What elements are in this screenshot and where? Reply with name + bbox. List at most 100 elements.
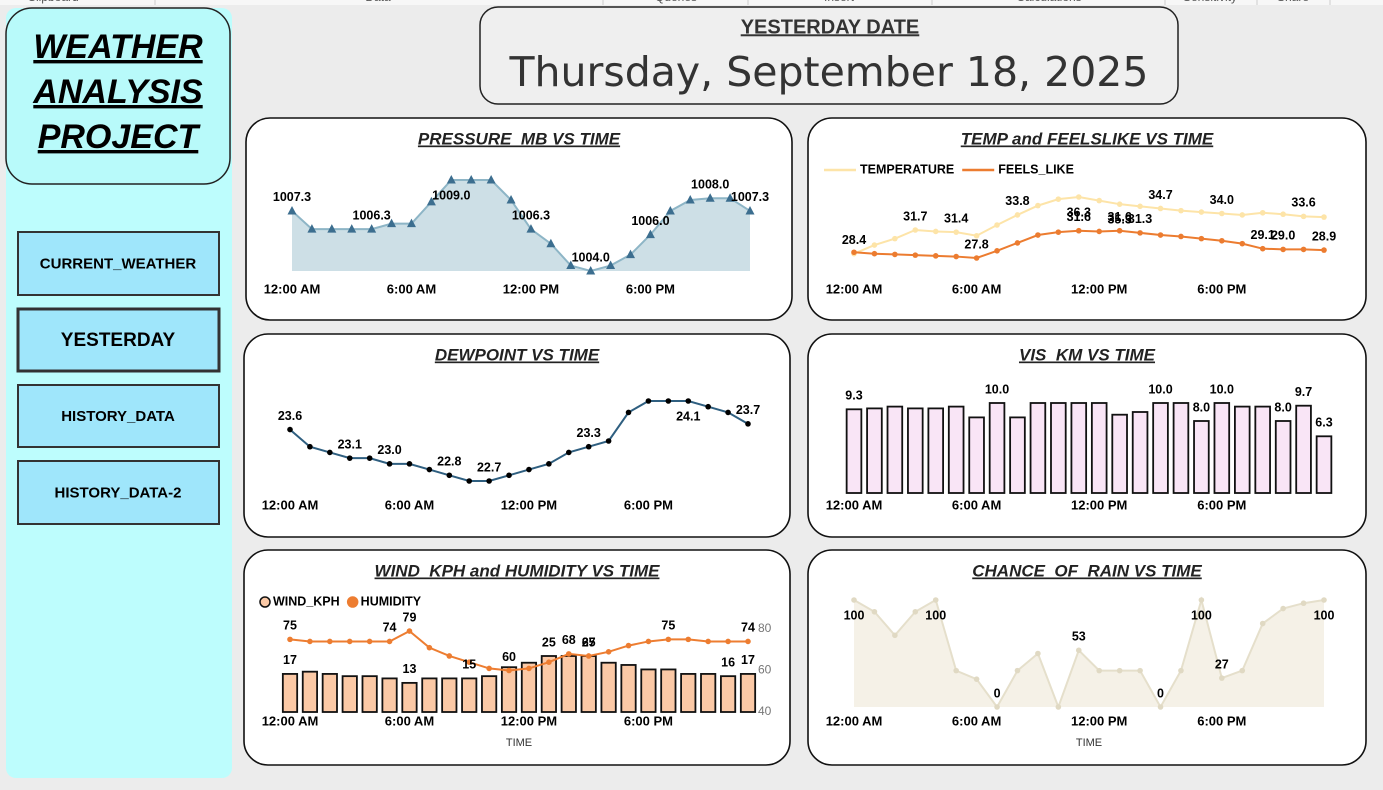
data-marker bbox=[1116, 201, 1123, 207]
data-marker bbox=[506, 472, 512, 479]
data-marker bbox=[1280, 211, 1286, 218]
nav-button[interactable] bbox=[17, 460, 220, 525]
data-marker bbox=[506, 195, 516, 204]
data-marker bbox=[1137, 203, 1143, 210]
bar bbox=[540, 655, 557, 713]
bar bbox=[1070, 402, 1088, 494]
data-marker bbox=[1014, 240, 1021, 246]
ribbon-label: Share bbox=[1277, 0, 1309, 4]
bar bbox=[301, 670, 318, 713]
data-label: 23.7 bbox=[736, 403, 760, 417]
chart-title: TEMP and FEELSLIKE VS TIME bbox=[961, 129, 1214, 148]
data-marker bbox=[386, 461, 393, 467]
data-marker bbox=[705, 403, 711, 410]
x-tick-label: 6:00 AM bbox=[387, 281, 436, 296]
data-marker bbox=[486, 665, 492, 672]
data-marker bbox=[585, 443, 592, 450]
data-marker bbox=[912, 227, 919, 233]
data-label: 17 bbox=[283, 653, 297, 667]
data-label: 29.1 bbox=[1251, 228, 1275, 242]
data-marker bbox=[871, 242, 878, 248]
data-marker bbox=[426, 466, 433, 473]
data-marker bbox=[725, 193, 735, 202]
x-tick-label: 12:00 AM bbox=[826, 497, 883, 512]
data-label: 23.3 bbox=[577, 426, 601, 440]
chart-title: WIND_KPH and HUMIDITY VS TIME bbox=[375, 561, 661, 580]
data-label: 75 bbox=[283, 619, 297, 633]
data-marker bbox=[367, 224, 377, 233]
chart-panel bbox=[807, 117, 1367, 321]
data-marker bbox=[892, 235, 898, 242]
data-marker bbox=[1055, 704, 1062, 710]
line bbox=[853, 195, 1325, 255]
data-marker bbox=[1321, 247, 1327, 253]
data-label: 8.0 bbox=[1193, 400, 1210, 414]
nav-button[interactable] bbox=[17, 231, 220, 296]
bar bbox=[481, 675, 498, 713]
data-marker bbox=[346, 455, 353, 461]
data-marker bbox=[346, 638, 353, 645]
data-marker bbox=[566, 260, 576, 270]
data-label: 67 bbox=[582, 635, 596, 649]
data-label: 33.6 bbox=[1291, 196, 1315, 210]
bar bbox=[1234, 405, 1251, 494]
data-marker bbox=[705, 638, 711, 645]
data-marker bbox=[506, 667, 512, 674]
nav-button[interactable] bbox=[17, 384, 220, 448]
data-label: 29.0 bbox=[1271, 229, 1295, 243]
bar bbox=[1152, 402, 1169, 494]
bar bbox=[886, 405, 904, 494]
data-marker bbox=[1157, 704, 1164, 710]
x-tick-label: 12:00 PM bbox=[1071, 497, 1127, 512]
data-marker bbox=[366, 455, 373, 461]
data-marker bbox=[892, 251, 898, 258]
bar bbox=[1274, 420, 1292, 494]
data-label: 10.0 bbox=[1210, 382, 1234, 396]
data-label: 31.6 bbox=[1067, 210, 1091, 224]
data-label: 1006.3 bbox=[512, 208, 550, 222]
data-marker bbox=[1035, 650, 1041, 657]
data-marker bbox=[307, 443, 313, 450]
x-tick-label: 6:00 AM bbox=[952, 281, 1001, 296]
x-axis-label: TIME bbox=[1076, 737, 1102, 749]
data-marker bbox=[645, 638, 652, 645]
ribbon-label: Data bbox=[365, 0, 391, 4]
legend-label: WIND_KPH bbox=[273, 594, 340, 608]
bar bbox=[341, 675, 358, 713]
project-title: WEATHER bbox=[33, 28, 203, 66]
data-marker bbox=[1178, 207, 1184, 214]
data-marker bbox=[685, 195, 695, 204]
x-tick-label: 6:00 PM bbox=[624, 713, 673, 728]
data-label: 100 bbox=[1314, 608, 1335, 622]
nav-label[interactable]: HISTORY_DATA bbox=[61, 408, 175, 425]
data-label: 13 bbox=[403, 662, 417, 676]
data-marker bbox=[406, 461, 413, 467]
data-marker bbox=[586, 266, 596, 275]
x-tick-label: 6:00 AM bbox=[385, 497, 434, 512]
bar bbox=[1050, 402, 1067, 494]
legend-label: TEMPERATURE bbox=[860, 162, 954, 176]
data-marker bbox=[625, 409, 632, 416]
data-label: 1008.0 bbox=[691, 177, 729, 191]
bar bbox=[1213, 402, 1231, 494]
data-marker bbox=[1178, 233, 1184, 240]
bar bbox=[321, 673, 338, 713]
bar bbox=[620, 664, 637, 713]
nav-label[interactable]: HISTORY_DATA-2 bbox=[55, 484, 182, 501]
data-marker bbox=[1259, 620, 1266, 627]
chart-title: DEWPOINT VS TIME bbox=[435, 345, 600, 364]
title-box bbox=[5, 7, 231, 185]
chart-panel bbox=[243, 549, 791, 766]
data-marker bbox=[1219, 675, 1225, 681]
data-label: 23.0 bbox=[377, 443, 401, 457]
bar bbox=[381, 677, 398, 713]
data-marker bbox=[406, 628, 413, 634]
nav-label[interactable]: CURRENT_WEATHER bbox=[40, 255, 197, 272]
data-marker bbox=[1096, 228, 1103, 235]
data-marker bbox=[1239, 212, 1246, 218]
bar bbox=[580, 655, 597, 713]
line bbox=[853, 596, 1325, 710]
nav-button[interactable] bbox=[16, 307, 221, 373]
nav-label[interactable]: YESTERDAY bbox=[61, 330, 176, 351]
